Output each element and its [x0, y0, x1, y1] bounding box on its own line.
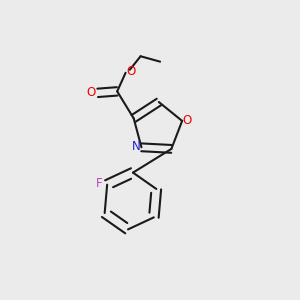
Text: F: F — [95, 177, 102, 190]
Text: O: O — [182, 114, 192, 128]
Text: O: O — [86, 86, 96, 99]
Text: O: O — [126, 65, 135, 78]
Text: N: N — [132, 140, 140, 153]
